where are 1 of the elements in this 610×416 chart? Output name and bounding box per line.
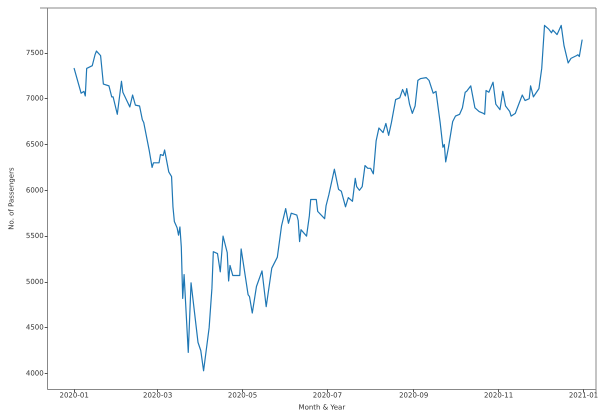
line-series [74,24,583,372]
